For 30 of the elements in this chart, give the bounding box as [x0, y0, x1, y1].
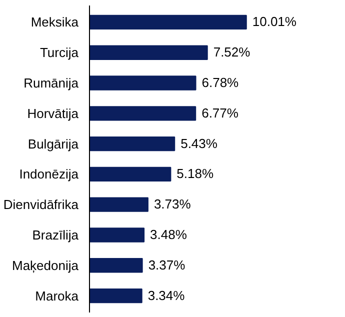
data-label: 3.37% [148, 257, 186, 272]
bar [90, 258, 143, 273]
y-tick-label: Horvātija [27, 106, 80, 121]
data-label: 3.48% [150, 226, 188, 242]
bar [90, 76, 196, 90]
data-label: 3.73% [154, 196, 192, 212]
y-tick-label: Meksika [30, 14, 80, 30]
y-tick-label: Brazīlija [32, 227, 80, 242]
data-label: 5.43% [180, 136, 218, 151]
bar [90, 14, 247, 30]
bar [90, 136, 176, 152]
data-label: 6.78% [202, 75, 240, 90]
data-label: 10.01% [252, 14, 297, 30]
bar [90, 166, 172, 182]
bar [90, 197, 148, 212]
bar [90, 288, 142, 304]
data-label: 7.52% [213, 44, 251, 60]
data-label: 5.18% [176, 166, 214, 182]
data-label: 3.34% [148, 288, 186, 303]
y-tick-label: Dienvidāfrika [3, 197, 80, 212]
data-label: 6.77% [202, 105, 239, 120]
y-tick-label: Maroka [35, 288, 80, 304]
bar [90, 106, 196, 121]
bar [90, 45, 208, 60]
y-tick-label: Turcija [40, 45, 80, 60]
y-tick-label: Bulgārija [28, 136, 80, 152]
y-tick-label: Maķedonija [12, 258, 80, 273]
y-tick-label: Rumānija [24, 76, 80, 91]
bar [90, 228, 145, 242]
y-tick-label: Indonēzija [19, 166, 80, 182]
